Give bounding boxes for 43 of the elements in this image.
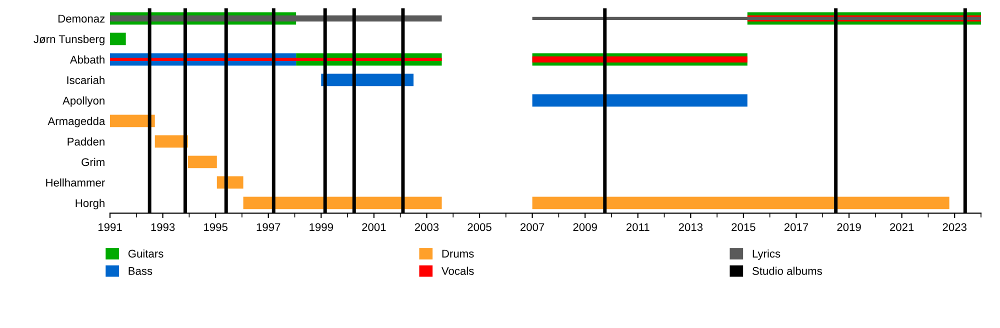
bar [243, 196, 442, 210]
y-tick-label: Abbath [70, 55, 104, 64]
x-tick-label: 2013 [678, 223, 703, 232]
bar [110, 32, 126, 46]
x-tick-label: 2017 [784, 223, 808, 232]
bar [110, 58, 442, 61]
x-tick-label: 2005 [468, 223, 492, 232]
y-tick-label: Padden [68, 137, 104, 146]
y-tick-label: Hellhammer [46, 178, 105, 187]
legend-label: Drums [442, 250, 474, 258]
legend-label: Guitars [128, 249, 164, 258]
y-tick-label: Demonaz [58, 14, 105, 23]
y-tick-label: Jørn Tunsberg [34, 34, 104, 46]
bar [188, 156, 217, 168]
x-tick-label: 1999 [310, 223, 333, 232]
legend-label: Bass [128, 267, 152, 275]
x-tick-label: 2007 [520, 223, 544, 232]
legend-label: Lyrics [752, 249, 780, 260]
x-tick-label: 2019 [837, 223, 861, 232]
bar [532, 16, 981, 20]
y-tick-label: Grim [82, 158, 104, 166]
bar [110, 114, 155, 128]
x-tick-label: 2009 [573, 223, 597, 232]
x-tick-label: 2023 [942, 223, 966, 232]
x-tick-label: 1995 [204, 223, 228, 232]
x-tick-label: 2011 [626, 223, 650, 232]
legend-label: Studio albums [752, 266, 822, 275]
y-tick-label: Armagedda [48, 116, 106, 128]
y-tick-label: Iscariah [67, 76, 104, 84]
x-tick-label: 2015 [732, 223, 756, 232]
bar [532, 196, 950, 210]
bar [532, 56, 748, 63]
x-tick-label: 2003 [414, 223, 439, 232]
x-tick-label: 1991 [98, 223, 122, 232]
y-tick-label: Horgh [76, 198, 104, 210]
y-tick-label: Apollyon [62, 96, 104, 107]
x-tick-label: 2021 [890, 223, 914, 232]
bar [532, 94, 748, 107]
x-tick-label: 1997 [256, 223, 280, 232]
x-tick-label: 1993 [151, 223, 175, 232]
bar [110, 15, 442, 22]
legend-label: Vocals [442, 266, 474, 275]
x-tick-label: 2001 [362, 223, 386, 232]
